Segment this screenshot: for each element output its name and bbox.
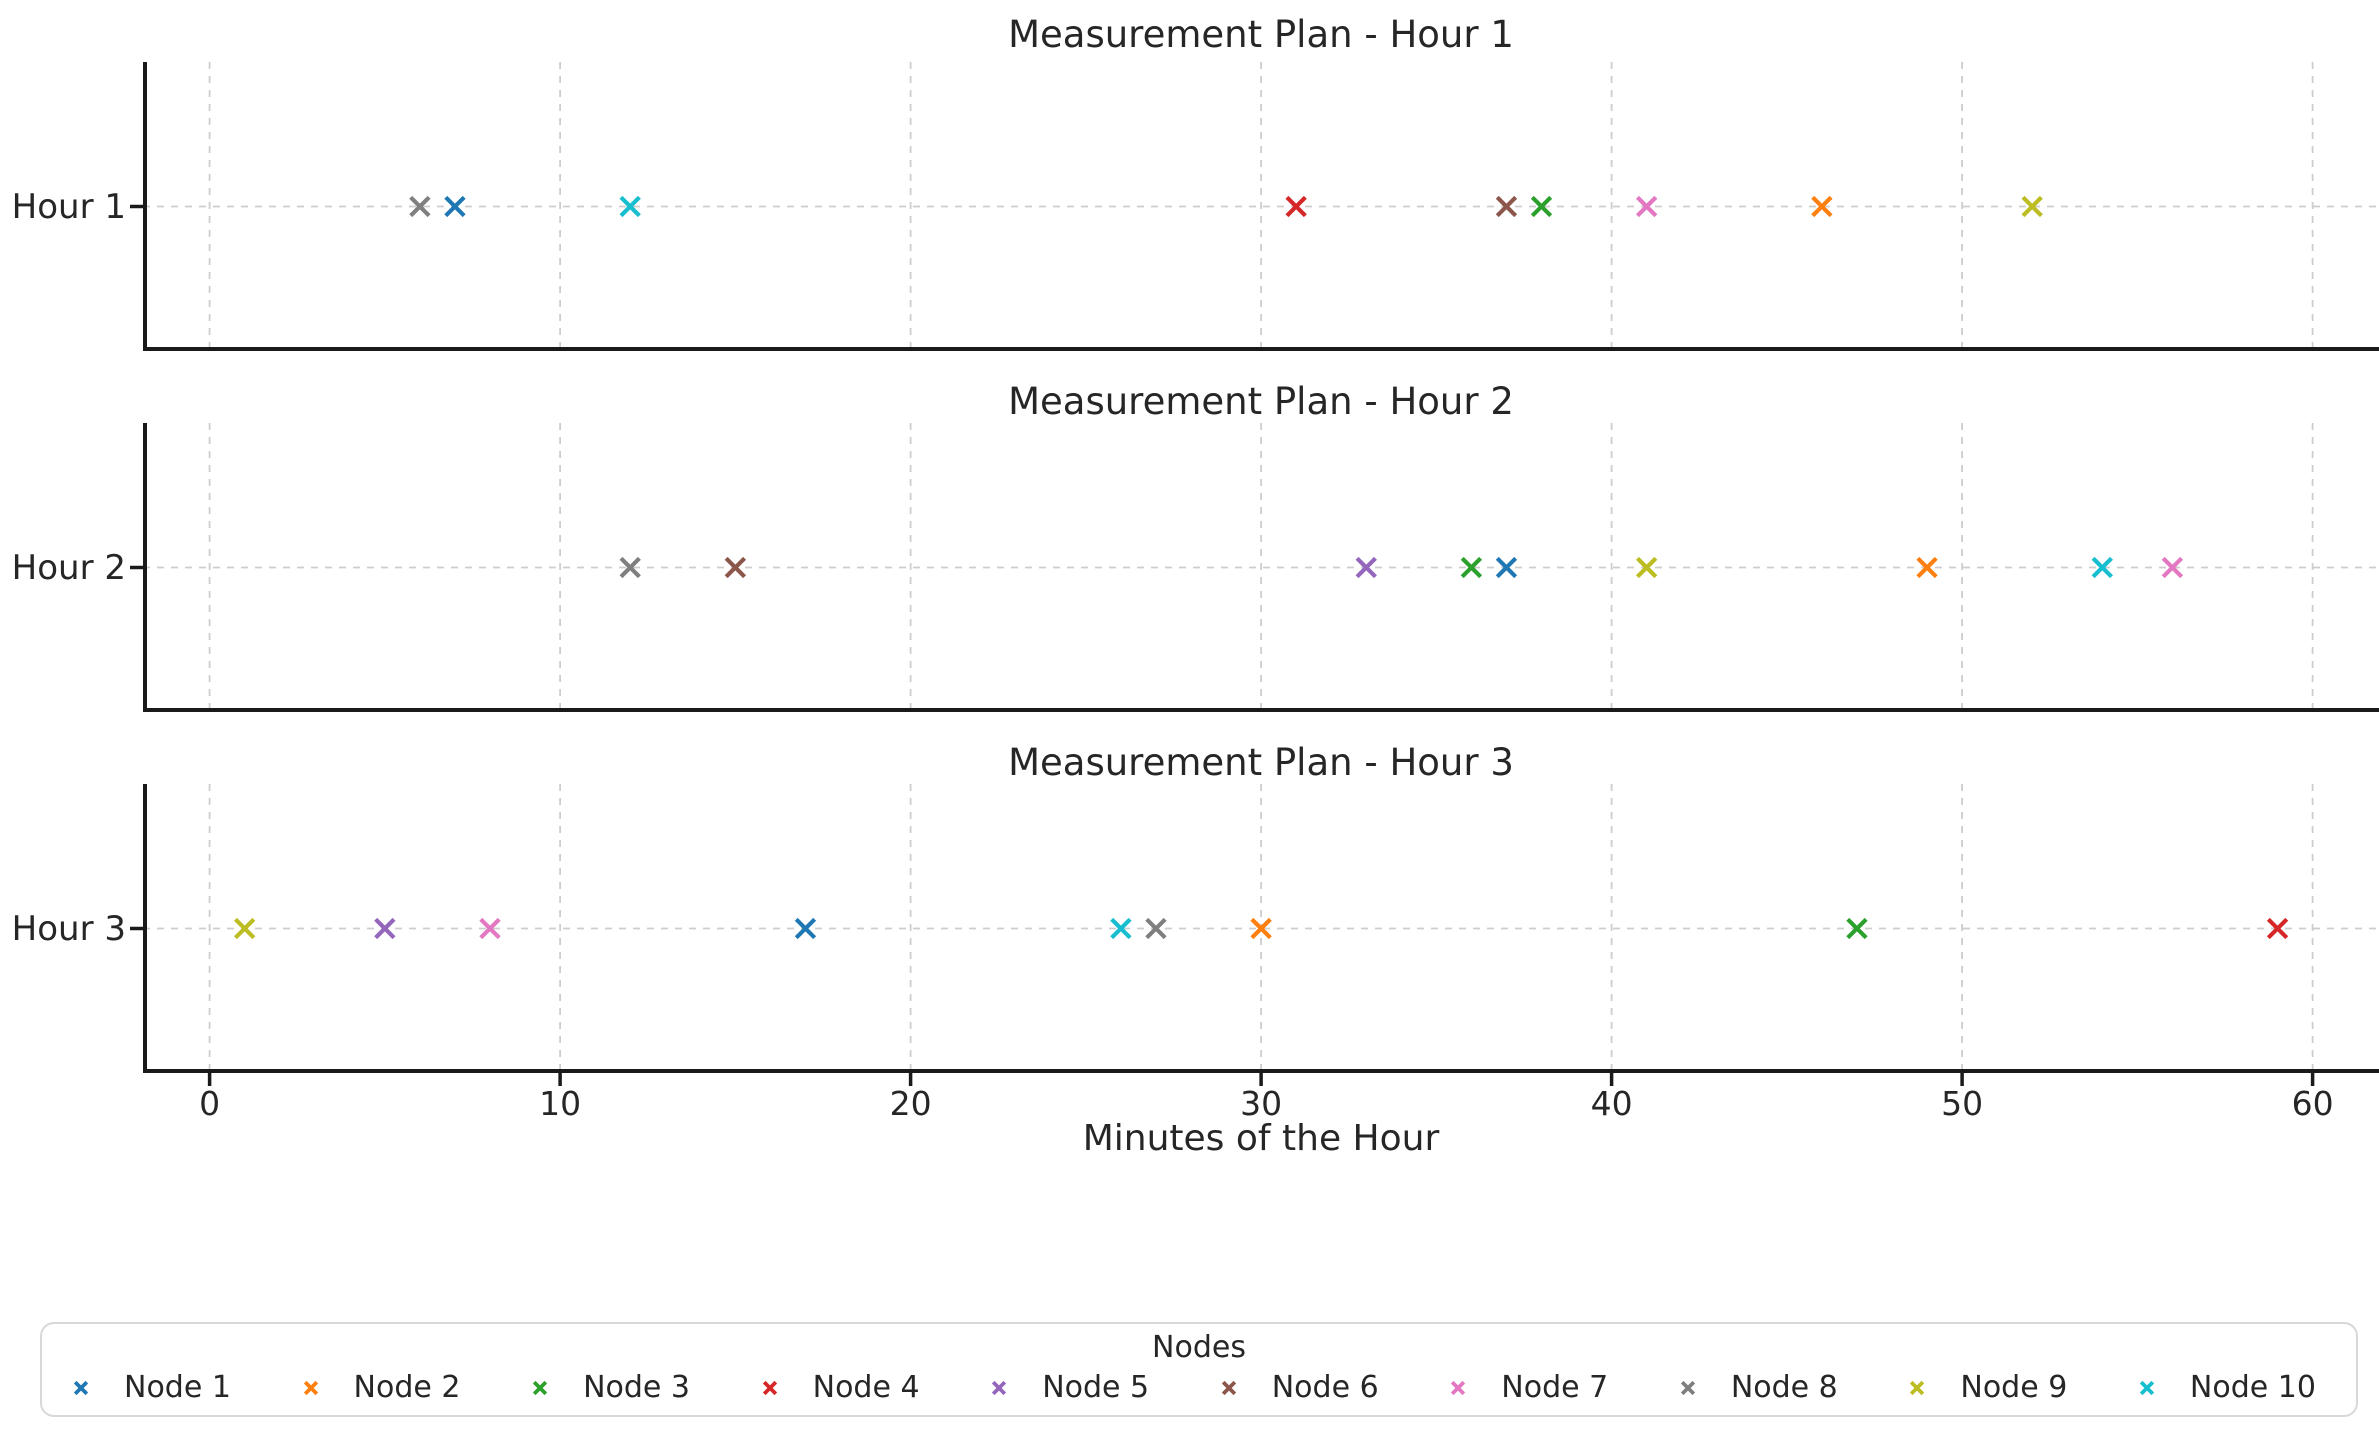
x-marker-icon — [1910, 1380, 1925, 1395]
legend-item-node-4: Node 4 — [761, 1370, 920, 1405]
x-axis-label: Minutes of the Hour — [1082, 1118, 1440, 1159]
marker-node-6-hour-1 — [1495, 195, 1518, 218]
x-tick-label-60: 60 — [2291, 1084, 2334, 1123]
legend-title: Nodes — [1152, 1330, 1246, 1365]
marker-node-5-hour-2 — [1355, 556, 1377, 579]
marker-node-5-hour-3 — [374, 917, 396, 940]
marker-node-1-hour-3 — [794, 917, 817, 940]
x-marker-icon — [1221, 1380, 1236, 1395]
legend-item-label: Node 2 — [353, 1370, 461, 1405]
x-tick-label-10: 10 — [539, 1084, 582, 1123]
marker-node-9-hour-1 — [2021, 195, 2043, 218]
subplot-title-hour-1: Measurement Plan - Hour 1 — [1008, 13, 1514, 56]
legend-item-label: Node 10 — [2189, 1370, 2316, 1405]
legend-item-node-6: Node 6 — [1220, 1370, 1379, 1405]
marker-node-1-hour-2 — [1495, 556, 1518, 579]
legend-item-label: Node 8 — [1730, 1370, 1838, 1405]
x-tick-label-0: 0 — [199, 1084, 221, 1123]
marker-node-10-hour-3 — [1110, 917, 1132, 940]
marker-node-3-hour-1 — [1530, 195, 1553, 218]
legend-item-label: Node 6 — [1271, 1370, 1379, 1405]
marker-node-8-hour-2 — [619, 556, 641, 579]
y-axis-label-hour-2: Hour 2 — [11, 548, 126, 588]
marker-node-7-hour-2 — [2161, 556, 2184, 579]
legend-item-node-3: Node 3 — [531, 1370, 690, 1405]
legend-item-node-9: Node 9 — [1908, 1370, 2067, 1405]
axes-hour-1 — [130, 62, 2379, 351]
marker-node-9-hour-2 — [1635, 556, 1658, 579]
x-marker-icon — [303, 1380, 318, 1395]
marker-node-7-hour-1 — [1635, 195, 1658, 218]
y-axis-label-hour-3: Hour 3 — [11, 909, 126, 949]
legend-item-label: Node 1 — [124, 1370, 231, 1405]
marker-node-6-hour-2 — [724, 556, 747, 579]
plot-area-hour-2 — [130, 423, 2379, 712]
legend-item-node-2: Node 2 — [302, 1370, 461, 1405]
marker-node-2-hour-3 — [1250, 917, 1272, 940]
subplot-title-hour-2: Measurement Plan - Hour 2 — [1008, 380, 1514, 423]
marker-node-8-hour-3 — [1145, 917, 1167, 940]
legend: Nodes Node 1 Node 2 Node 3 Node 4 Node 5 Node… — [40, 1322, 2358, 1417]
legend-item-label: Node 7 — [1501, 1370, 1609, 1405]
marker-node-4-hour-3 — [2266, 917, 2289, 940]
marker-node-9-hour-3 — [233, 917, 256, 940]
marker-node-7-hour-3 — [479, 917, 501, 940]
marker-node-2-hour-2 — [1916, 556, 1938, 579]
x-tick-label-20: 20 — [889, 1084, 932, 1123]
axes-hour-2 — [130, 423, 2379, 712]
legend-item-label: Node 9 — [1960, 1370, 2068, 1405]
legend-items: Node 1 Node 2 Node 3 Node 4 Node 5 Node 6 Node… — [42, 1365, 2356, 1405]
legend-item-node-1: Node 1 — [72, 1370, 231, 1405]
x-marker-icon — [992, 1380, 1007, 1395]
x-tick-label-50: 50 — [1941, 1084, 1984, 1123]
plot-area-hour-3 — [130, 784, 2379, 1086]
legend-item-node-8: Node 8 — [1679, 1370, 1838, 1405]
y-axis-label-hour-1: Hour 1 — [11, 187, 126, 227]
axes-hour-3 — [130, 784, 2379, 1086]
legend-item-node-7: Node 7 — [1449, 1370, 1608, 1405]
x-marker-icon — [762, 1380, 777, 1395]
marker-node-2-hour-1 — [1811, 195, 1833, 218]
x-marker-icon — [532, 1380, 548, 1395]
marker-node-10-hour-1 — [619, 195, 641, 218]
legend-item-label: Node 5 — [1042, 1370, 1150, 1405]
x-tick-label-40: 40 — [1590, 1084, 1633, 1123]
x-marker-icon — [73, 1380, 89, 1395]
legend-item-label: Node 3 — [583, 1370, 691, 1405]
legend-item-node-5: Node 5 — [990, 1370, 1149, 1405]
x-marker-icon — [2139, 1380, 2155, 1395]
plot-area-hour-1 — [130, 62, 2379, 351]
marker-node-3-hour-3 — [1846, 917, 1868, 940]
marker-node-8-hour-1 — [409, 195, 431, 218]
legend-item-node-10: Node 10 — [2138, 1370, 2316, 1405]
x-tick-label-30: 30 — [1240, 1084, 1283, 1123]
x-marker-icon — [1451, 1380, 1466, 1395]
marker-node-1-hour-1 — [444, 195, 466, 218]
legend-item-label: Node 4 — [812, 1370, 920, 1405]
marker-node-3-hour-2 — [1460, 556, 1483, 579]
marker-node-10-hour-2 — [2091, 556, 2113, 579]
subplot-title-hour-3: Measurement Plan - Hour 3 — [1008, 741, 1514, 784]
x-marker-icon — [1680, 1380, 1695, 1395]
marker-node-4-hour-1 — [1285, 195, 1307, 218]
